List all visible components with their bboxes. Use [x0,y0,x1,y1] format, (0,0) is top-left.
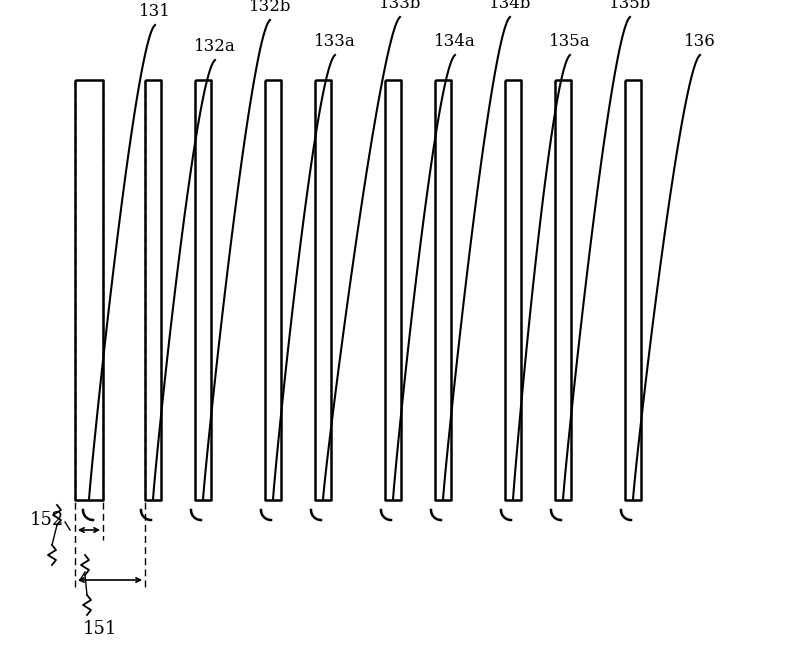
Text: 131: 131 [139,3,171,20]
Text: 134a: 134a [434,33,476,50]
Text: 132a: 132a [194,38,236,55]
Text: 132b: 132b [249,0,291,15]
Text: 133a: 133a [314,33,356,50]
Text: 135a: 135a [549,33,591,50]
Text: 134b: 134b [489,0,531,12]
Text: 151: 151 [83,620,117,638]
Text: 152: 152 [30,511,64,529]
Text: 133b: 133b [378,0,422,12]
Text: 136: 136 [684,33,716,50]
Text: 135b: 135b [609,0,651,12]
